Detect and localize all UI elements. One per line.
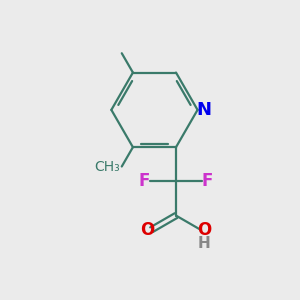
Text: O: O bbox=[197, 221, 212, 239]
Text: F: F bbox=[139, 172, 150, 190]
Text: H: H bbox=[198, 236, 210, 250]
Text: CH₃: CH₃ bbox=[94, 160, 120, 174]
Text: O: O bbox=[140, 221, 154, 239]
Text: N: N bbox=[196, 101, 211, 119]
Text: F: F bbox=[202, 172, 213, 190]
